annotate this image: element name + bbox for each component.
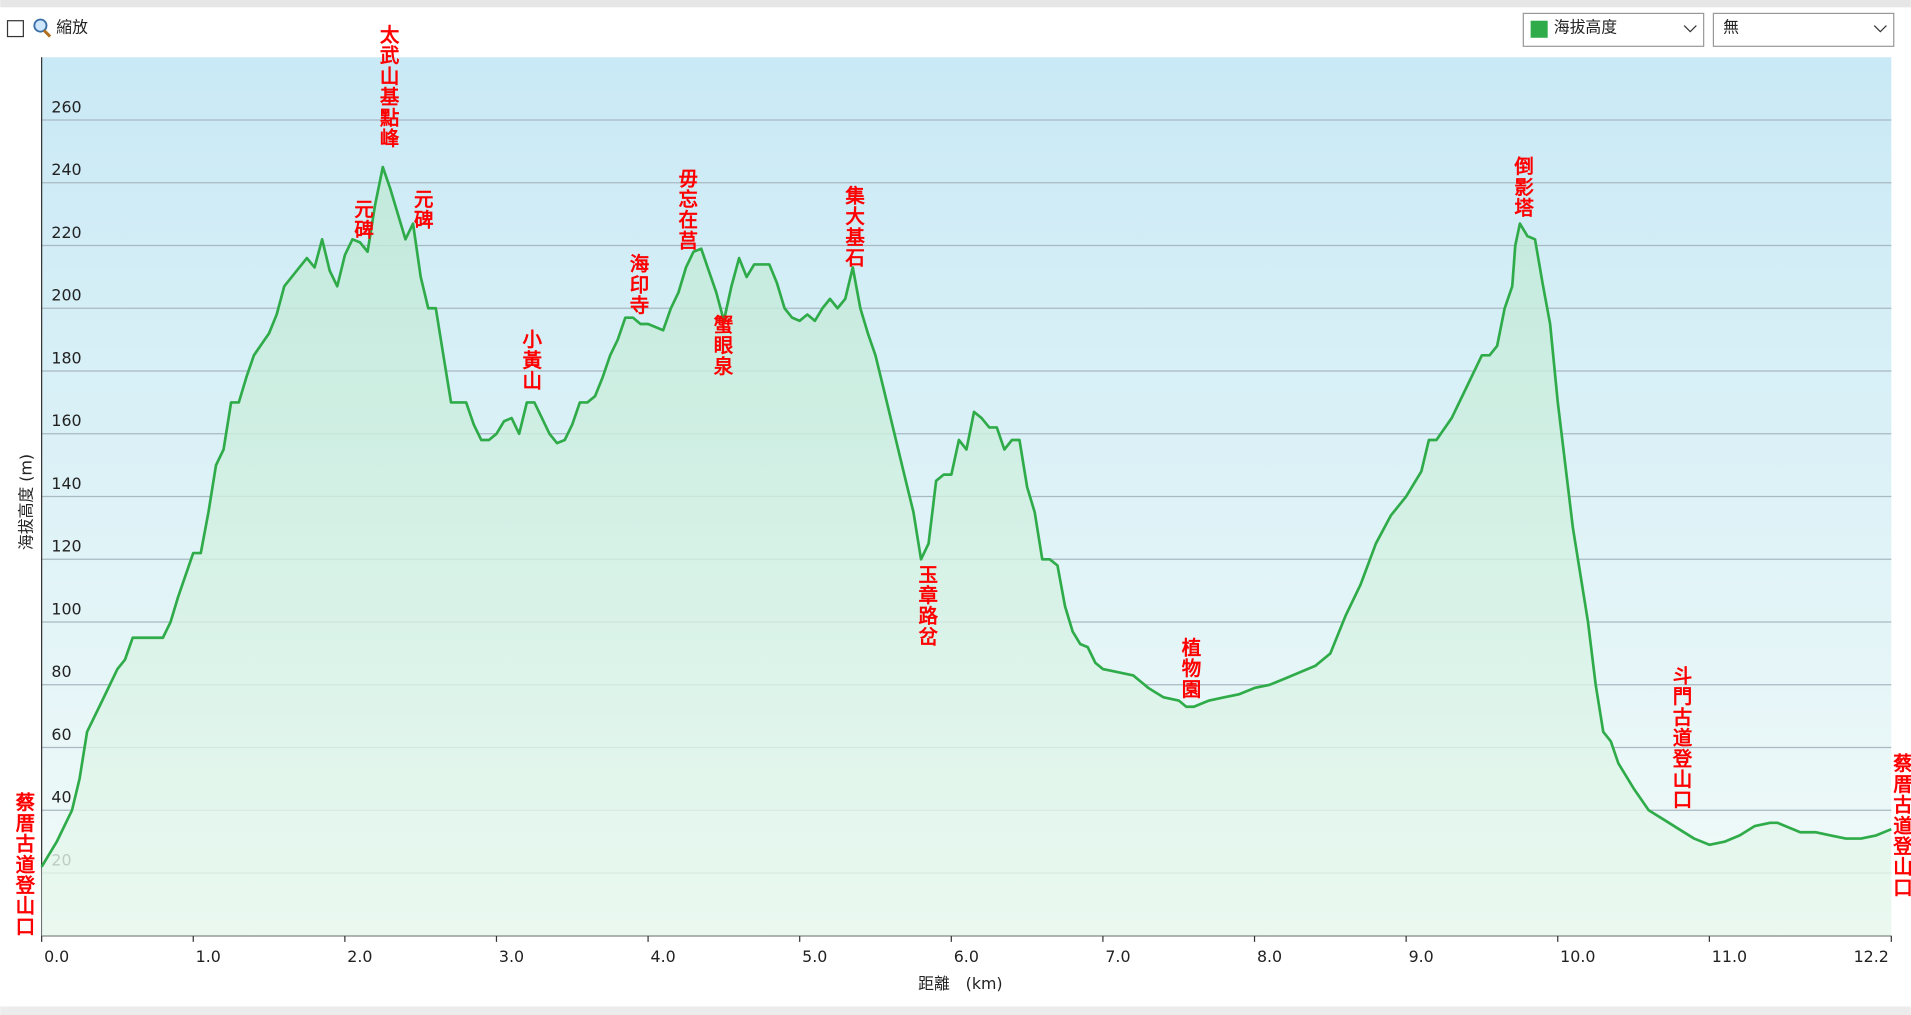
x-tick-label: 3.0 [499,947,524,966]
magnifier-icon [33,18,48,33]
x-axis-label: 距離 (km) [918,974,1002,993]
elevation-line [40,165,1892,868]
series-dropdown[interactable]: 海拔高度 [1522,12,1705,47]
x-tick-label: 2.0 [347,947,372,966]
x-tick-label: 0.0 [44,947,69,966]
x-tick-label: 5.0 [802,947,827,966]
x-tick-label: 4.0 [651,947,676,966]
x-tick-label: 11.0 [1712,947,1747,966]
second-dropdown[interactable]: 無 [1712,12,1895,47]
y-tick-label: 100 [51,599,81,618]
y-tick-label: 80 [51,662,71,681]
annotation: 毋忘在莒 [675,168,698,251]
series-swatch [1530,20,1548,38]
elevation-area [41,167,1892,936]
x-tick-label: 7.0 [1105,947,1130,966]
annotation: 蔡厝古道登山口 [1890,752,1911,898]
y-axis-label: 海拔高度 (m) [17,454,36,550]
annotation: 蔡厝古道登山口 [12,791,36,937]
annotation: 小黃山 [519,329,542,391]
zoom-checkbox[interactable] [6,20,24,38]
y-tick-label: 160 [51,411,81,430]
annotation: 植物園 [1178,636,1201,699]
zoom-label: 縮放 [56,18,88,37]
annotation: 蟹眼泉 [710,314,734,377]
y-tick-label: 140 [51,474,81,493]
magnifier-handle [42,29,52,38]
dropdown-text: 無 [1723,18,1739,37]
annotation: 斗門古道登山口 [1669,665,1693,810]
dropdown-box[interactable] [1712,12,1895,47]
tab-strip [0,0,1911,8]
annotation: 倒影塔 [1511,155,1535,218]
y-tick-label: 60 [51,725,71,744]
chevron [1873,25,1887,33]
annotation: 元碑 [410,189,433,230]
dropdown-box[interactable] [1522,12,1705,47]
x-tick-label: 9.0 [1409,947,1434,966]
annotation: 元碑 [351,199,374,240]
chevron [1683,25,1697,33]
x-tick-label: 1.0 [196,947,221,966]
y-tick-label: 260 [51,97,81,116]
annotation: 玉章路岔 [915,564,938,647]
annotation: 太武山基點峰 [376,24,400,149]
series-name: 海拔高度 [1554,18,1617,37]
y-tick-label: 200 [51,286,81,305]
x-tick-label: 8.0 [1257,947,1282,966]
y-tick-label: 40 [51,788,71,807]
y-tick-label: 220 [51,223,81,242]
y-tick-label: 180 [51,348,81,367]
y-tick-label: 240 [51,160,81,179]
status-strip [0,1006,1911,1015]
x-tick-label: 10.0 [1560,947,1595,966]
annotation: 集大基石 [842,184,866,268]
x-tick-label: 12.2 [1854,947,1889,966]
x-tick-label: 6.0 [954,947,979,966]
annotation: 海印寺 [626,253,649,316]
y-tick-label: 120 [51,537,81,556]
